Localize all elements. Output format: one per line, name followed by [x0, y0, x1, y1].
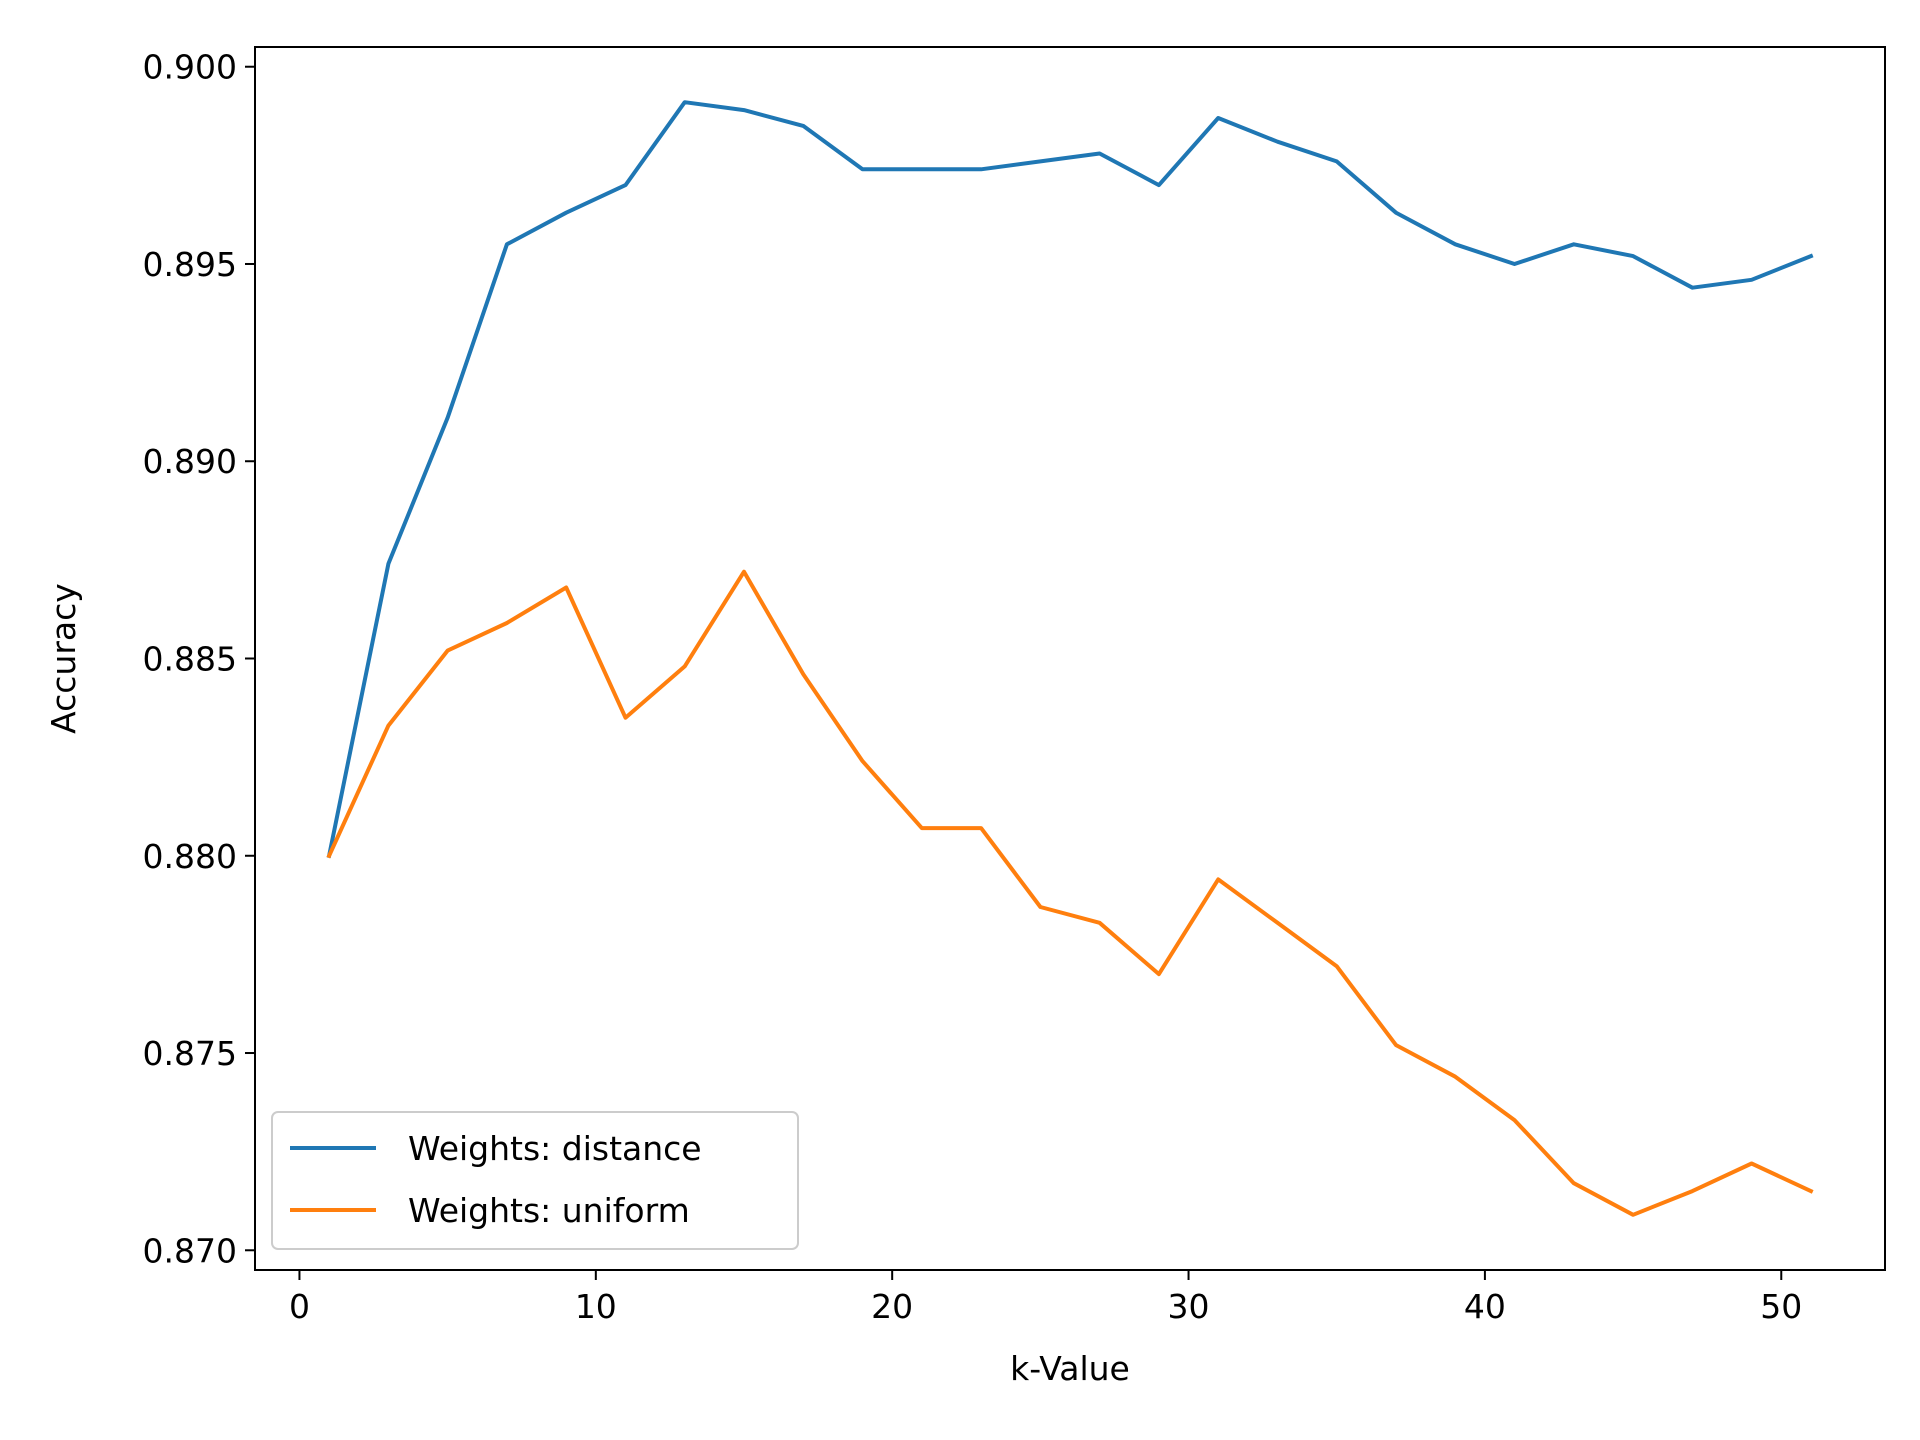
legend-entry-label: Weights: uniform: [408, 1191, 690, 1230]
y-tick-label: 0.870: [143, 1231, 237, 1270]
legend-box: [271, 1111, 799, 1250]
y-axis-label: Accuracy: [44, 583, 83, 734]
y-tick-label: 0.890: [143, 442, 237, 481]
x-tick-label: 20: [871, 1287, 913, 1326]
legend: Weights: distance Weights: uniform: [271, 1111, 799, 1250]
legend-entry-label: Weights: distance: [408, 1129, 702, 1168]
x-axis-label: k-Value: [1010, 1349, 1130, 1388]
y-tick-label: 0.900: [143, 48, 237, 87]
y-tick-label: 0.895: [143, 245, 237, 284]
series-line-distance: [326, 100, 1814, 859]
x-tick-label: 40: [1464, 1287, 1506, 1326]
x-tick-label: 30: [1168, 1287, 1210, 1326]
x-tick-label: 0: [289, 1287, 310, 1326]
y-tick-label: 0.880: [143, 837, 237, 876]
y-tick-label: 0.875: [143, 1034, 237, 1073]
y-axis: 0.870 0.875 0.880 0.885 0.890 0.895 0.900: [143, 48, 255, 1270]
x-axis: 0 10 20 30 40 50: [289, 1270, 1802, 1326]
x-tick-label: 50: [1760, 1287, 1802, 1326]
series-line-uniform: [326, 569, 1814, 1217]
series-layer: [326, 100, 1814, 1217]
x-tick-label: 10: [575, 1287, 617, 1326]
y-tick-label: 0.885: [143, 640, 237, 679]
